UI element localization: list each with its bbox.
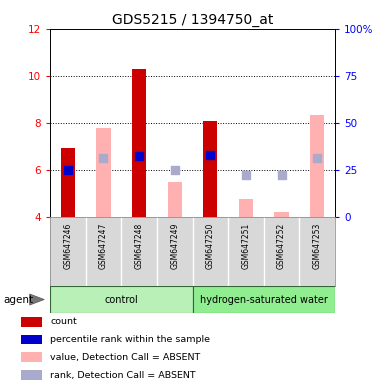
Bar — [167, 182, 182, 217]
Text: GSM647248: GSM647248 — [135, 222, 144, 269]
Bar — [192, 286, 335, 313]
Text: GSM647249: GSM647249 — [170, 222, 179, 269]
Text: control: control — [104, 295, 138, 305]
Bar — [96, 128, 110, 217]
Text: count: count — [50, 317, 77, 326]
Text: GSM647247: GSM647247 — [99, 222, 108, 269]
Bar — [50, 286, 192, 313]
Text: GSM647250: GSM647250 — [206, 222, 215, 269]
Bar — [132, 69, 146, 217]
Point — [172, 167, 178, 174]
Text: GDS5215 / 1394750_at: GDS5215 / 1394750_at — [112, 13, 273, 27]
Point — [100, 155, 107, 161]
Text: hydrogen-saturated water: hydrogen-saturated water — [200, 295, 328, 305]
Bar — [21, 370, 42, 380]
Bar — [310, 115, 324, 217]
Text: GSM647252: GSM647252 — [277, 222, 286, 269]
Bar — [275, 212, 289, 217]
Point — [278, 172, 285, 178]
Text: percentile rank within the sample: percentile rank within the sample — [50, 335, 210, 344]
Bar — [21, 317, 42, 327]
Point — [243, 172, 249, 178]
Point — [207, 152, 213, 158]
Text: rank, Detection Call = ABSENT: rank, Detection Call = ABSENT — [50, 371, 196, 380]
Bar — [203, 121, 218, 217]
Bar — [21, 353, 42, 362]
Text: GSM647246: GSM647246 — [64, 222, 72, 269]
Text: GSM647251: GSM647251 — [241, 222, 250, 269]
Point — [65, 167, 71, 173]
Polygon shape — [30, 294, 44, 305]
Text: value, Detection Call = ABSENT: value, Detection Call = ABSENT — [50, 353, 200, 362]
Point — [314, 155, 320, 161]
Point — [136, 153, 142, 159]
Bar — [61, 147, 75, 217]
Text: agent: agent — [4, 295, 34, 305]
Text: GSM647253: GSM647253 — [313, 222, 321, 269]
Bar — [21, 335, 42, 344]
Bar — [239, 199, 253, 217]
